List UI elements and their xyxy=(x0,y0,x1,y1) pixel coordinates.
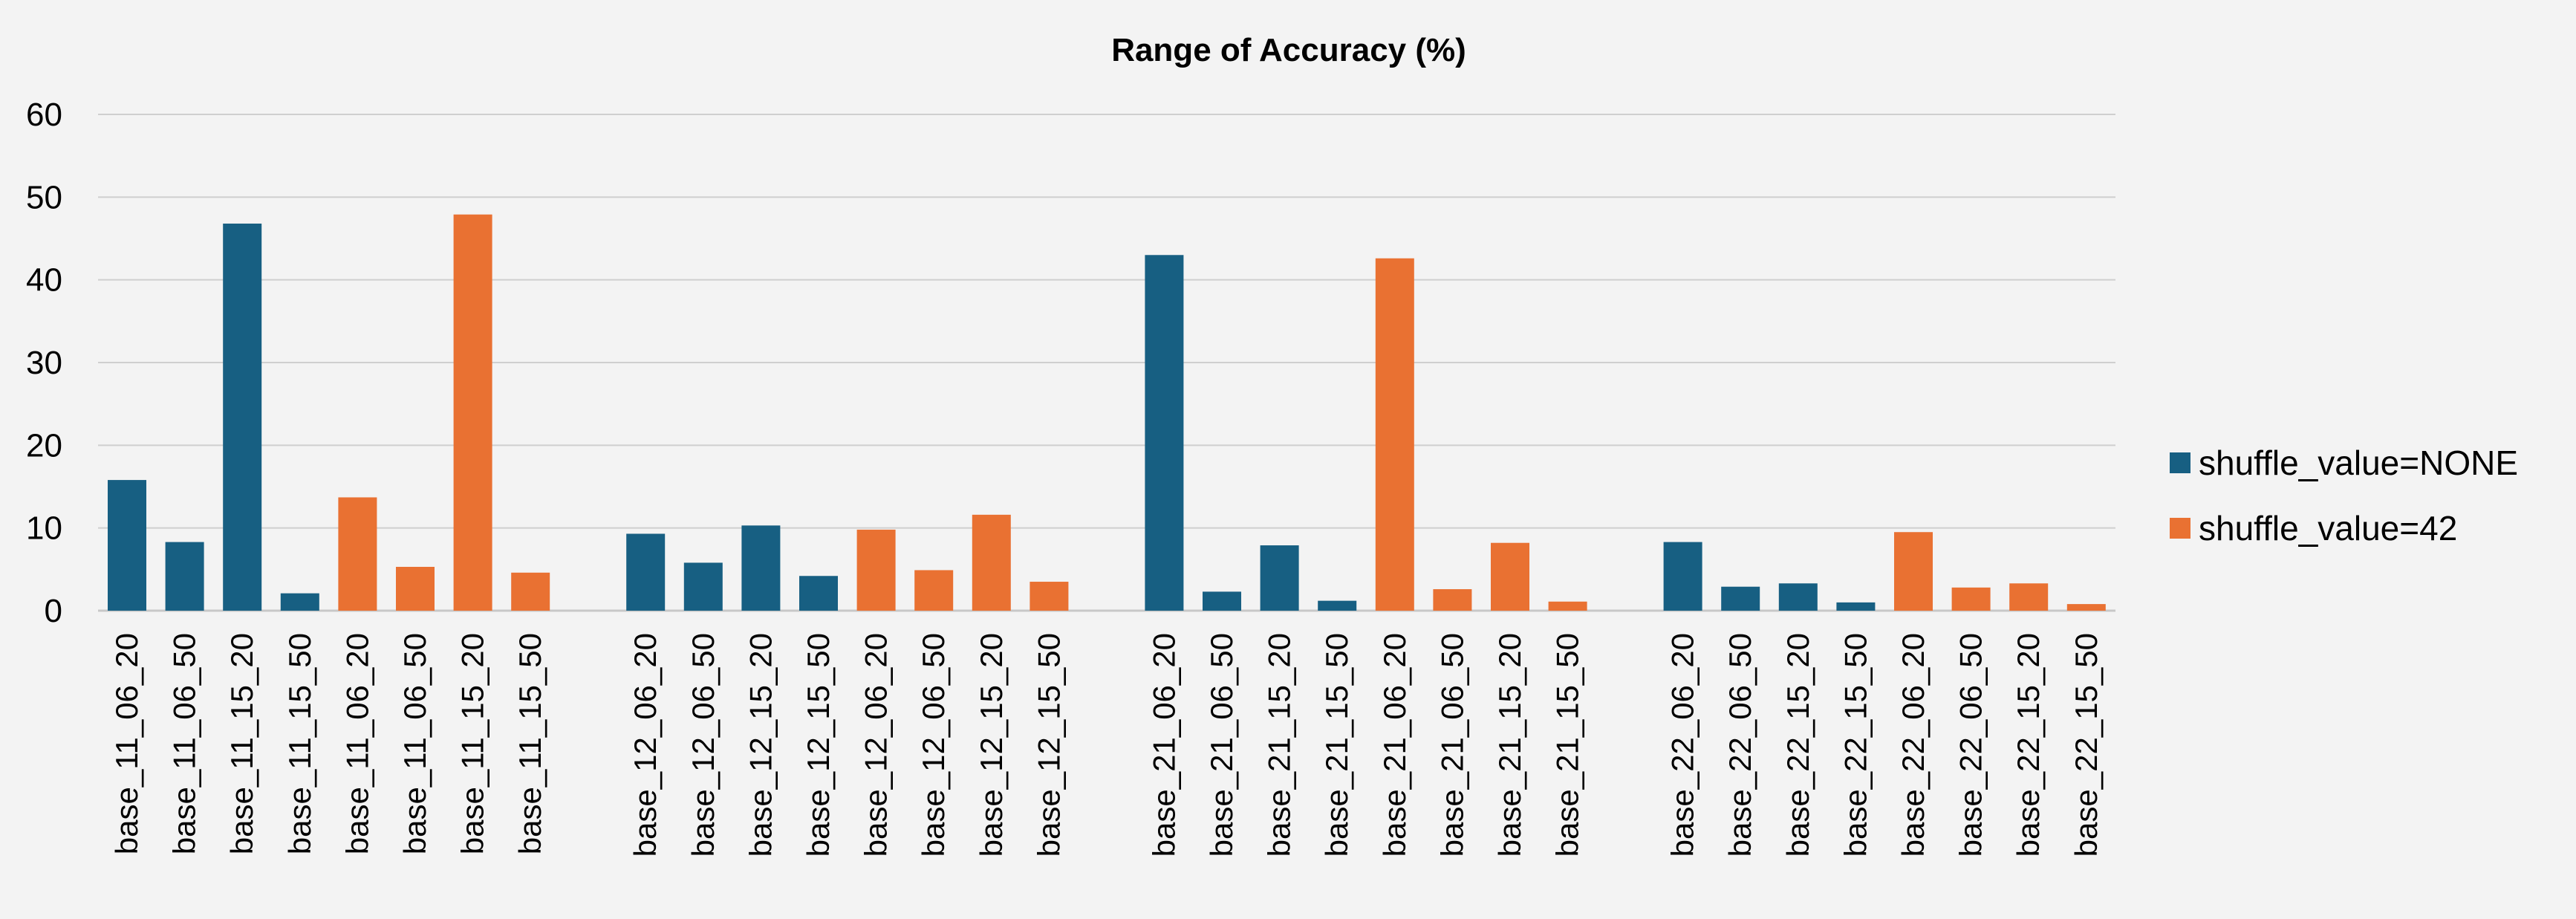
bar xyxy=(165,542,204,611)
x-tick-label: base_21_15_20 xyxy=(1492,633,1527,857)
bar xyxy=(280,593,319,611)
legend-label: shuffle_value=NONE xyxy=(2199,444,2518,482)
bar xyxy=(1491,542,1529,611)
x-tick-label: base_12_15_20 xyxy=(974,633,1009,857)
chart-title: Range of Accuracy (%) xyxy=(1111,32,1466,68)
bar xyxy=(1778,583,1818,611)
bar xyxy=(511,572,550,611)
x-tick-label: base_11_15_20 xyxy=(224,633,259,854)
bar xyxy=(1375,258,1414,611)
bar xyxy=(683,562,723,611)
y-tick-label: 0 xyxy=(45,593,62,629)
bar xyxy=(1663,542,1702,611)
x-tick-label: base_22_06_50 xyxy=(1723,633,1757,857)
x-tick-label: base_21_15_50 xyxy=(1319,633,1354,857)
bar xyxy=(1433,589,1472,611)
legend: shuffle_value=NONE shuffle_value=42 xyxy=(2170,444,2518,548)
x-tick-label: base_22_15_20 xyxy=(1780,633,1815,857)
x-tick-label: base_22_06_20 xyxy=(1665,633,1700,857)
bar xyxy=(1260,545,1299,611)
x-tick-label: base_22_06_20 xyxy=(1896,633,1931,857)
x-tick-label: base_11_15_20 xyxy=(455,633,490,854)
y-tick-label: 10 xyxy=(26,510,62,547)
bars xyxy=(108,214,2106,611)
legend-swatch xyxy=(2170,518,2190,539)
x-tick-label: base_12_06_50 xyxy=(686,633,721,857)
legend-swatch xyxy=(2170,452,2190,473)
bar xyxy=(856,529,896,611)
x-tick-label: base_22_15_20 xyxy=(2011,633,2046,857)
bar xyxy=(1894,532,1933,611)
bar xyxy=(799,576,838,611)
bar xyxy=(108,480,146,611)
bar xyxy=(914,570,954,611)
x-tick-label: base_21_06_20 xyxy=(1146,633,1181,857)
x-tick-label: base_11_15_50 xyxy=(282,633,317,854)
x-tick-label: base_12_06_20 xyxy=(628,633,663,857)
bar xyxy=(626,533,666,611)
x-tick-label: base_11_06_50 xyxy=(397,633,432,854)
x-tick-label: base_21_15_20 xyxy=(1262,633,1297,857)
bar xyxy=(1203,591,1241,611)
x-tick-label: base_12_15_50 xyxy=(1031,633,1066,857)
bar xyxy=(453,214,492,611)
y-tick-label: 30 xyxy=(26,345,62,381)
bar xyxy=(1145,255,1184,611)
y-tick-label: 20 xyxy=(26,427,62,464)
y-tick-label: 60 xyxy=(26,97,62,133)
x-tick-label: base_12_06_20 xyxy=(859,633,894,857)
x-tick-label: base_21_15_50 xyxy=(1550,633,1585,857)
bar xyxy=(338,497,377,611)
x-tick-label: base_21_06_50 xyxy=(1434,633,1469,857)
x-tick-label: base_12_15_20 xyxy=(743,633,778,857)
bar xyxy=(1030,582,1069,611)
legend-label: shuffle_value=42 xyxy=(2199,509,2457,548)
bar xyxy=(2009,583,2049,611)
x-tick-label: base_21_06_50 xyxy=(1204,633,1239,857)
x-tick-label: base_11_06_20 xyxy=(339,633,374,854)
bar xyxy=(1951,587,1991,611)
bar xyxy=(972,514,1011,611)
x-tick-label: base_12_06_50 xyxy=(916,633,951,857)
y-tick-label: 50 xyxy=(26,179,62,215)
bar xyxy=(2066,604,2106,611)
bar xyxy=(1836,602,1876,611)
bar xyxy=(741,525,781,611)
x-tick-label: base_21_06_20 xyxy=(1377,633,1412,857)
x-tick-label: base_12_15_50 xyxy=(801,633,836,857)
bar xyxy=(1318,600,1357,611)
bar xyxy=(223,223,262,611)
x-tick-label: base_11_06_20 xyxy=(109,633,144,854)
x-tick-label: base_11_15_50 xyxy=(513,633,547,854)
x-tick-label: base_22_06_50 xyxy=(1954,633,1988,857)
gridlines xyxy=(98,114,2115,529)
bar xyxy=(396,566,435,611)
x-tick-label: base_22_15_50 xyxy=(1838,633,1873,857)
bar xyxy=(1721,586,1760,611)
x-tick-label: base_11_06_50 xyxy=(167,633,202,854)
y-tick-label: 40 xyxy=(26,262,62,299)
x-tick-label: base_22_15_50 xyxy=(2069,633,2104,857)
bar xyxy=(1548,601,1587,611)
x-axis: base_11_06_20 base_11_06_50 base_11_15_20 b… xyxy=(109,633,2104,857)
